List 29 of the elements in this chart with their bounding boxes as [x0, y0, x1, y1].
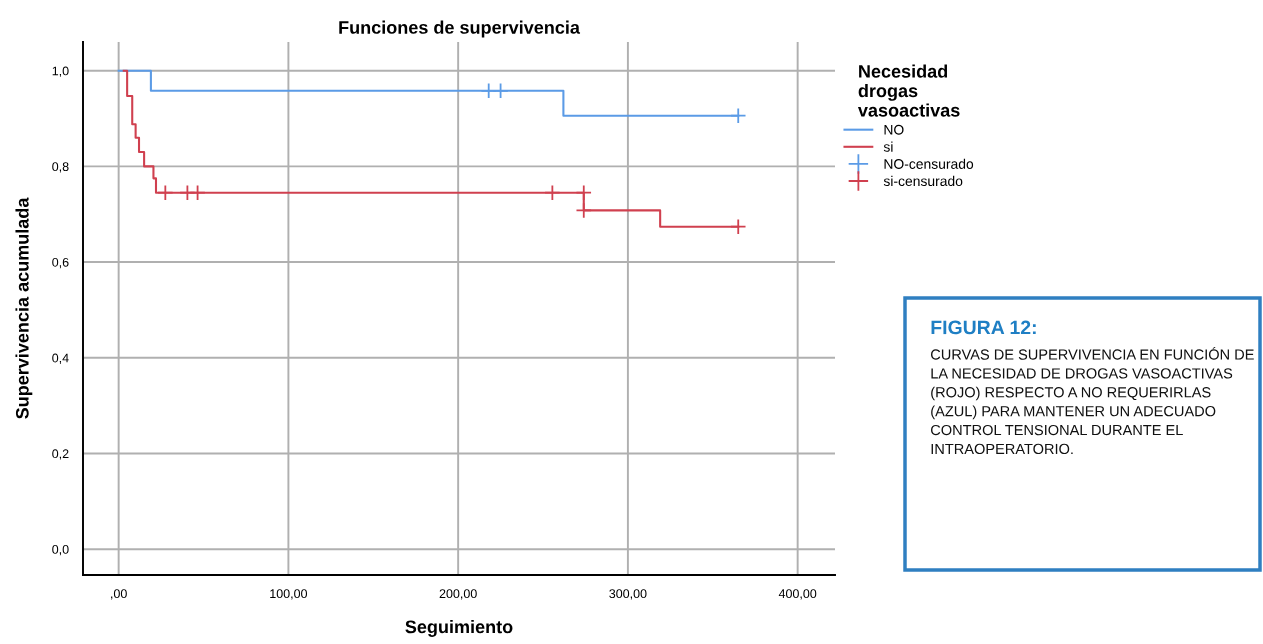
legend-title: Necesidad drogas vasoactivas	[857, 64, 960, 117]
x-tick-label: 100,00	[270, 589, 308, 600]
point	[157, 184, 174, 201]
x-tick-label: 300,00	[609, 589, 647, 600]
y-tick-label: 0,0	[52, 544, 69, 556]
y-tick-label: 0,2	[52, 449, 69, 460]
legend-label: NO	[884, 124, 904, 135]
text: FIGURA 12:	[931, 320, 1036, 335]
x-tick-label: 400,00	[778, 589, 817, 600]
point	[730, 107, 747, 124]
point	[544, 184, 561, 201]
y-tick-label: 0,6	[52, 257, 69, 269]
x-tick-label: 200,00	[439, 589, 477, 600]
legend-label: si-censurado	[883, 175, 963, 187]
y-tick-label: 1,0	[52, 66, 69, 77]
legend-label: NO-censurado	[884, 158, 974, 169]
point	[575, 202, 592, 219]
chart-title: Funciones de supervivencia	[339, 20, 581, 38]
point	[492, 82, 509, 99]
y-axis-title: Supervivencia acumulada	[15, 197, 33, 419]
x-axis-title: Seguimiento	[405, 619, 513, 637]
legend-label: si	[883, 141, 893, 152]
text: CURVAS DE SUPERVIVENCIA EN FUNCIÓN DE LA NECESIDAD DE DROGAS VASOACTIVAS (ROJO) RESPECTO A NO REQUERIRLAS (AZUL) PARA MANTENER UN ADECUADO CONTROL TENSIONAL DURANTE EL INTRAOPERATORIO.	[931, 346, 1254, 455]
point	[730, 218, 747, 235]
y-tick-label: 0,8	[52, 162, 69, 173]
point	[575, 184, 592, 201]
x-tick-label: ,00	[111, 589, 127, 600]
y-tick-label: 0,4	[52, 353, 69, 364]
point	[189, 184, 206, 201]
